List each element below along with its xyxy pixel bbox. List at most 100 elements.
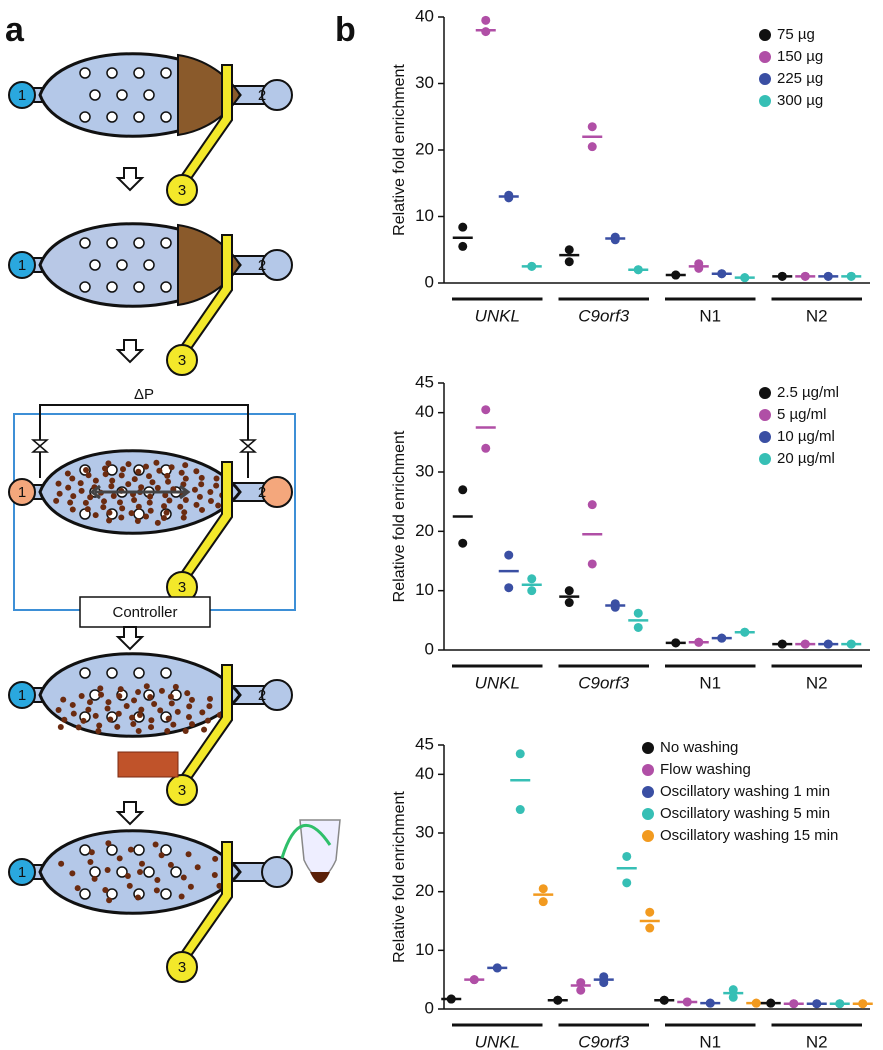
bead [106,509,113,516]
bead [188,696,195,703]
bead [164,728,171,734]
y-tick-label: 0 [425,639,434,658]
pellet [310,872,330,883]
bead [201,726,208,733]
bead [88,849,95,856]
bead [86,699,93,706]
bead [215,502,222,509]
bead [162,492,169,499]
legend-label: Oscillatory washing 15 min [660,827,838,844]
bead [142,463,149,470]
bead [114,723,121,730]
legend-label: Oscillatory washing 5 min [660,805,830,822]
bead [199,709,206,716]
y-axis-label: Relative fold enrichment [391,64,408,236]
bead [186,703,193,710]
bead [137,869,143,875]
port [8,681,36,709]
pillar [133,508,145,520]
bead [135,728,142,734]
bead [164,472,171,479]
bead [163,509,170,516]
bead [91,875,98,882]
pillar [170,866,182,878]
legend-swatch [759,73,771,85]
bead [207,695,214,702]
y-tick-label: 10 [415,940,434,959]
bead [55,707,62,714]
replicate-point [645,923,655,933]
port-label: 1 [18,257,26,274]
bead [130,721,137,728]
legend-label: 20 µg/ml [777,450,835,467]
replicate-point [633,608,643,618]
bead [181,509,188,516]
bead [143,513,150,520]
bead [105,840,112,847]
bead [138,706,145,713]
port-label: 3 [178,579,186,596]
bead [158,852,165,859]
y-tick-label: 0 [425,272,434,291]
port-label: 1 [18,484,26,501]
port [261,856,293,888]
bead [146,499,153,506]
tube [299,819,341,879]
bead [131,496,138,503]
bead [134,518,141,525]
pillar [106,111,118,123]
x-tick-label: N2 [806,306,828,325]
bead [105,699,112,706]
bead [167,861,174,868]
y-tick-label: 0 [425,998,434,1017]
bead [182,475,189,482]
replicate-point [504,550,514,560]
pillar [133,67,145,79]
pillar [106,281,118,293]
replicate-point [458,538,468,548]
panel-label: b [335,11,356,49]
port-label: 1 [18,87,26,104]
pillar [143,259,155,271]
bead [161,503,168,510]
legend-swatch [642,786,654,798]
legend-swatch [759,29,771,41]
x-tick-label: N1 [699,306,721,325]
x-tick-label: N1 [699,1032,721,1050]
transfer-arrow [280,823,332,859]
bead [110,492,117,499]
step-arrow [115,626,145,651]
pillar [133,111,145,123]
replicate-point [458,485,468,495]
legend-swatch [759,51,771,63]
replicate-point [564,257,574,267]
bead [96,722,103,729]
bead [138,860,145,867]
pillar [79,888,91,900]
bead [92,712,99,719]
bead [58,860,65,867]
bead [147,493,154,500]
bead [61,716,68,723]
bead [178,893,185,900]
y-tick-label: 40 [415,764,434,783]
legend-swatch [642,764,654,776]
pillar [133,667,145,679]
pillar [160,281,172,293]
y-tick-label: 30 [415,73,434,92]
bead [74,885,81,892]
port-label: 3 [178,182,186,199]
port [261,476,293,508]
legend-label: 300 µg [777,92,823,109]
bead [189,721,196,728]
bead [102,887,109,894]
bead [156,467,163,474]
pillar [89,866,101,878]
pillar [160,237,172,249]
legend-label: 75 µg [777,26,815,43]
bead [109,477,116,484]
bead [116,693,123,700]
bead [80,717,87,724]
x-tick-label: UNKL [475,1032,520,1050]
pillar [89,259,101,271]
